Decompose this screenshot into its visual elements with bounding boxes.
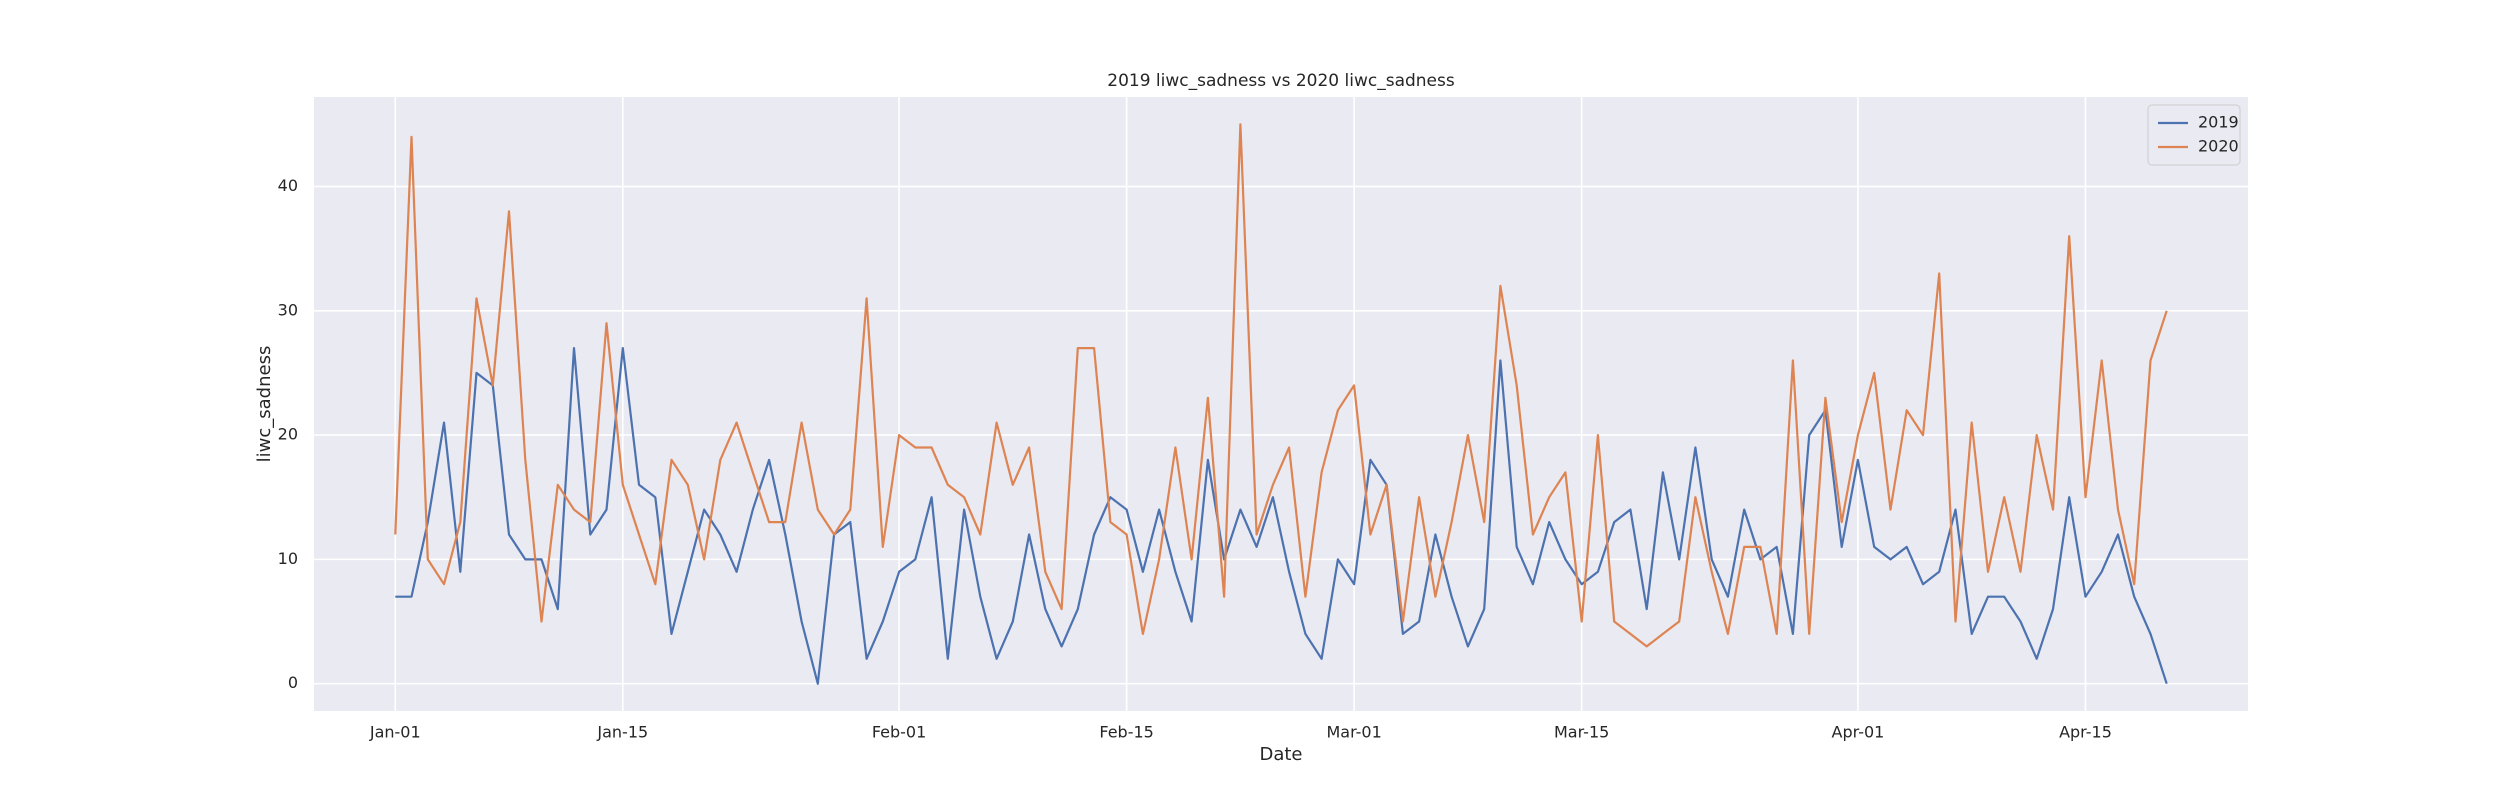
y-tick-label: 30 xyxy=(278,300,298,319)
line-series xyxy=(395,347,2168,685)
x-tick-label: Mar-15 xyxy=(1554,723,1609,742)
x-tick-label: Jan-15 xyxy=(596,723,648,742)
line-series xyxy=(394,123,2168,648)
y-tick-label: 10 xyxy=(278,549,298,568)
y-tick-label: 40 xyxy=(278,176,298,195)
legend-label: 2020 xyxy=(2198,137,2239,156)
x-tick-label: Apr-15 xyxy=(2059,723,2112,742)
x-tick-label: Feb-15 xyxy=(1099,723,1153,742)
x-tick-label: Apr-01 xyxy=(1832,723,1885,742)
x-tick-label: Feb-01 xyxy=(872,723,926,742)
legend-box xyxy=(2147,104,2241,166)
x-tick-label: Mar-01 xyxy=(1326,723,1381,742)
legend: 2019 2020 xyxy=(2147,104,2241,166)
y-axis-label: liwc_sadness xyxy=(254,346,275,463)
y-tick-label: 20 xyxy=(278,425,298,444)
legend-label: 2019 xyxy=(2198,113,2239,132)
x-axis-label: Date xyxy=(1259,744,1302,765)
plot-background xyxy=(314,97,2248,711)
x-tick-label: Jan-01 xyxy=(369,723,421,742)
chart-title: 2019 liwc_sadness vs 2020 liwc_sadness xyxy=(1107,71,1455,91)
y-tick-label: 0 xyxy=(288,673,298,692)
